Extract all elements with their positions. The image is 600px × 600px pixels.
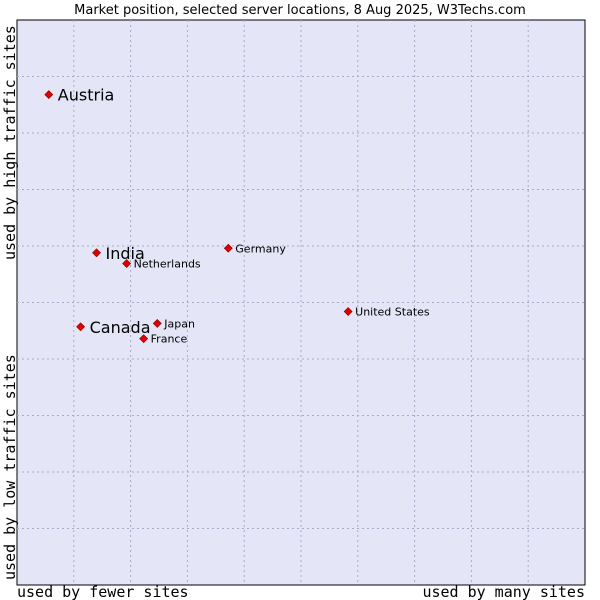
point-label: India [106,244,145,263]
point-label: France [151,333,188,346]
point-label: Austria [58,86,115,105]
point-marker [92,248,101,258]
point-label: Netherlands [134,258,201,271]
y-axis-label-low: used by low traffic sites [1,354,19,580]
data-point-france: France [139,333,188,346]
data-point-germany: Germany [223,242,286,255]
x-axis-label-fewer: used by fewer sites [17,583,189,600]
chart-title: Market position, selected server locatio… [74,3,526,18]
point-label: Germany [235,242,286,255]
data-point-india: India [92,244,145,263]
point-marker [223,243,233,253]
point-marker [44,90,54,100]
point-label: Canada [90,318,151,337]
x-axis-label-many: used by many sites [422,583,585,600]
point-marker [122,259,132,268]
point-marker [343,307,353,316]
data-point-japan: Japan [152,317,195,330]
data-point-canada: Canada [76,318,151,337]
data-point-netherlands: Netherlands [122,258,201,271]
point-marker [76,322,86,332]
data-point-united-states: United States [343,306,430,319]
point-label: Japan [163,317,195,330]
grid [17,20,585,585]
point-label: United States [355,306,430,319]
y-axis-label-high: used by high traffic sites [1,25,19,260]
data-point-austria: Austria [44,86,115,105]
point-marker [139,334,149,344]
point-marker [152,318,162,328]
